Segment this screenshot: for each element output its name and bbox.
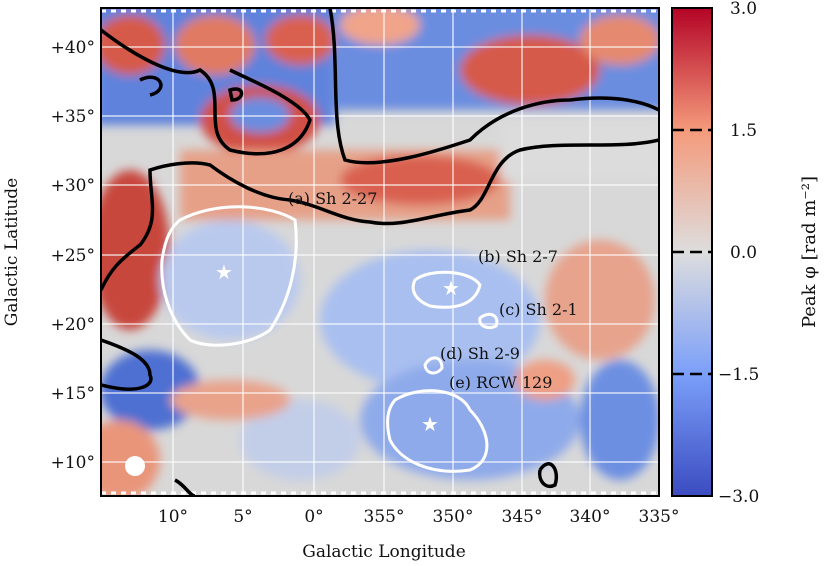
x-tick: 340° xyxy=(570,507,611,527)
annotation-d: (d) Sh 2-9 xyxy=(440,344,520,363)
cbar-tick: −1.5 xyxy=(718,365,759,385)
x-axis-label: Galactic Longitude xyxy=(302,542,466,562)
star-icon: ★ xyxy=(442,276,460,300)
annotation-c: (c) Sh 2-1 xyxy=(499,300,578,319)
annotation-b: (b) Sh 2-7 xyxy=(478,247,558,266)
plot-frame xyxy=(100,7,660,497)
region-stars: ★ ★ ★ xyxy=(215,260,460,436)
grid-lines xyxy=(101,8,659,496)
x-tick: 335° xyxy=(639,507,680,527)
map-area: ★ ★ ★ (a) Sh 2-27 (b) Sh 2-7 (c) Sh 2-1 … xyxy=(101,8,659,496)
cbar-tick: 1.5 xyxy=(730,121,757,141)
annotation-e: (e) RCW 129 xyxy=(449,373,552,392)
cbar-tick: −3.0 xyxy=(718,487,759,507)
edge-ticks xyxy=(101,9,659,495)
y-tick-labels: +40° +35° +30° +25° +20° +15° +10° xyxy=(51,38,95,473)
x-tick: 0° xyxy=(304,507,323,527)
star-icon: ★ xyxy=(215,260,233,284)
x-tick: 350° xyxy=(433,507,474,527)
x-tick: 345° xyxy=(502,507,543,527)
colorbar-label: Peak φ [rad m⁻²] xyxy=(799,176,820,328)
y-tick: +20° xyxy=(51,315,95,335)
white-contours xyxy=(160,205,499,473)
colorbar: 3.0 1.5 0.0 −1.5 −3.0 Peak φ [rad m⁻²] xyxy=(671,0,820,507)
x-tick: 10° xyxy=(158,507,188,527)
cbar-tick: 0.0 xyxy=(730,243,757,263)
y-tick: +25° xyxy=(51,246,95,266)
annotation-a: (a) Sh 2-27 xyxy=(288,189,377,208)
x-tick: 355° xyxy=(364,507,405,527)
annotations: (a) Sh 2-27 (b) Sh 2-7 (c) Sh 2-1 (d) Sh… xyxy=(288,189,578,392)
y-tick: +30° xyxy=(51,176,95,196)
colorbar-ticks: 3.0 1.5 0.0 −1.5 −3.0 xyxy=(718,0,759,507)
black-contours xyxy=(101,8,659,496)
x-tick-labels: 10° 5° 0° 355° 350° 345° 340° 335° xyxy=(158,507,680,527)
y-axis-label: Galactic Latitude xyxy=(2,178,22,326)
y-tick: +10° xyxy=(51,453,95,473)
beam-marker xyxy=(125,456,145,476)
y-tick: +15° xyxy=(51,384,95,404)
cbar-tick: 3.0 xyxy=(730,0,757,19)
y-tick: +35° xyxy=(51,107,95,127)
star-icon: ★ xyxy=(421,412,439,436)
y-tick: +40° xyxy=(51,38,95,58)
x-tick: 5° xyxy=(233,507,252,527)
